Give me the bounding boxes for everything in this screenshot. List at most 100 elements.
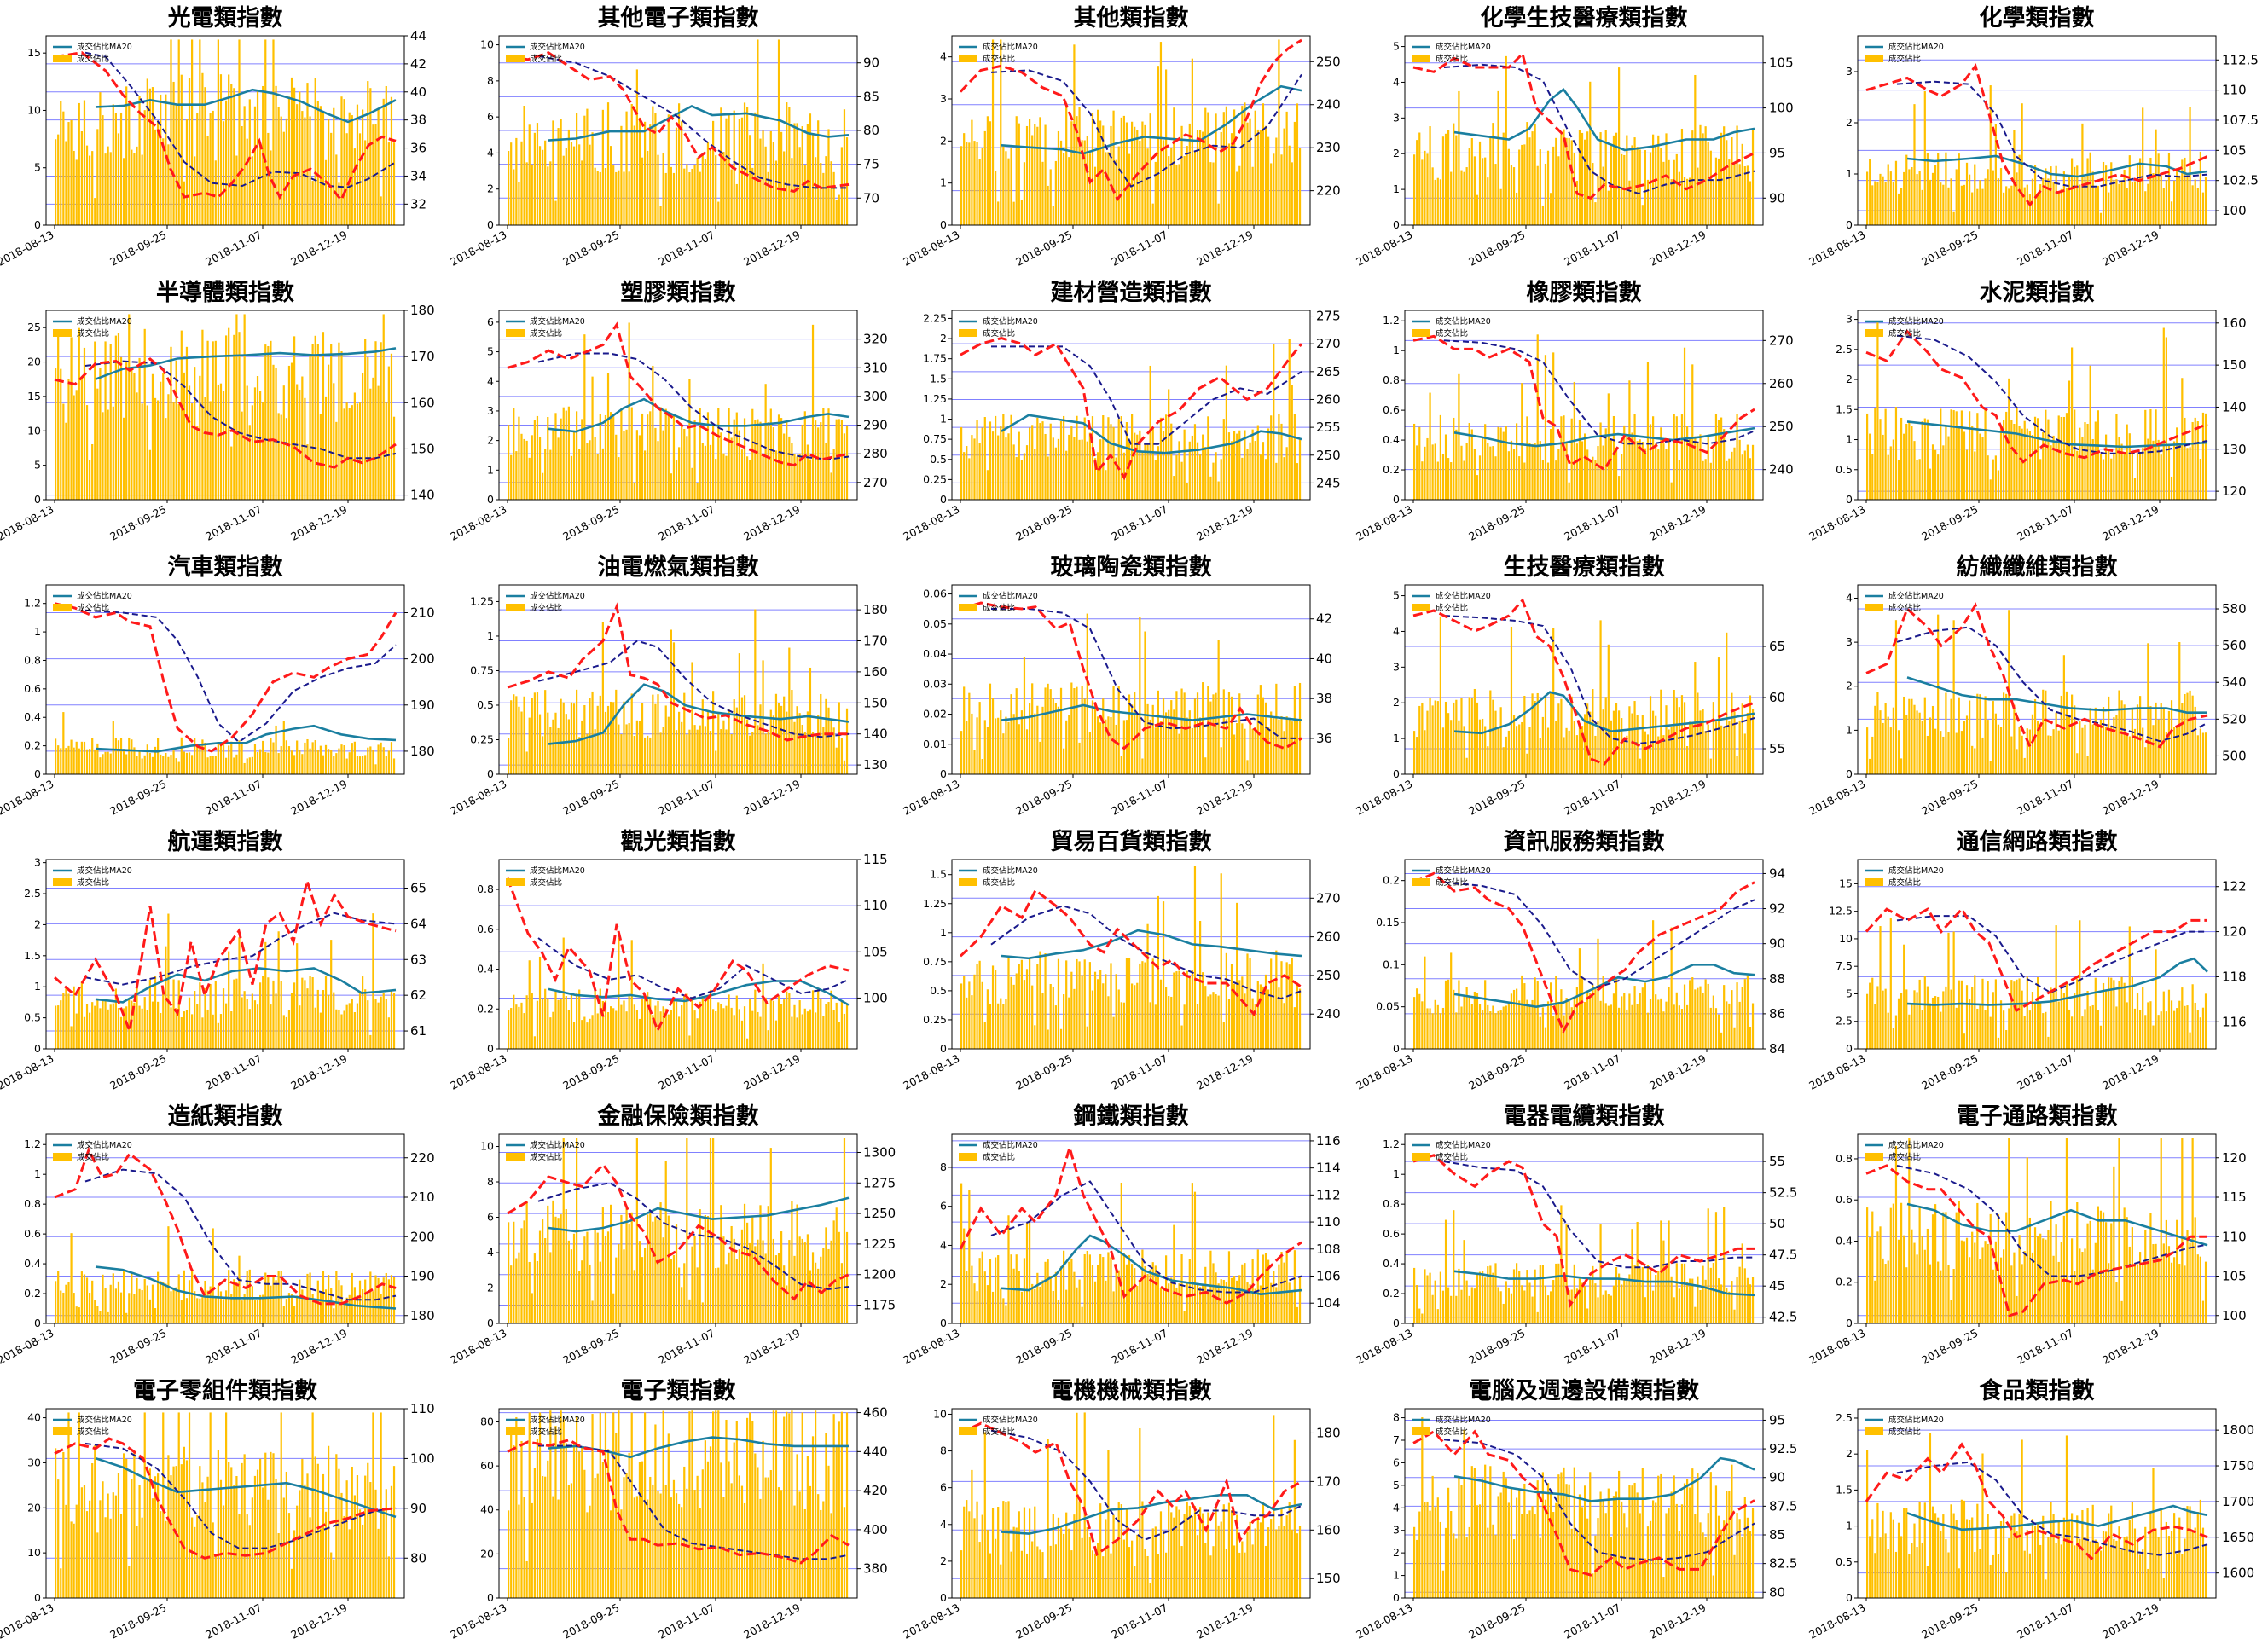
bar — [557, 1499, 560, 1598]
bar — [1476, 475, 1479, 500]
bar — [1662, 443, 1665, 500]
bar — [1183, 429, 1186, 500]
bar — [2047, 1230, 2050, 1323]
bar — [1141, 1249, 1144, 1323]
bar — [644, 737, 647, 774]
bar — [172, 1466, 175, 1598]
bar — [382, 98, 385, 226]
bar — [586, 733, 589, 774]
bar — [1526, 1270, 1528, 1323]
bar — [154, 397, 157, 500]
bar — [2170, 700, 2173, 774]
x-axis: 2018-08-13 2018-09-25 2018-11-07 2018-12-19 — [1807, 1049, 2161, 1092]
legend-bar-label: 成交佔比 — [1888, 328, 1921, 339]
bar — [285, 1299, 287, 1323]
bar — [1670, 927, 1673, 1049]
bar — [1278, 39, 1280, 225]
bar — [606, 102, 610, 226]
left-tick-label: 2 — [487, 1282, 494, 1294]
right-tick-label: 200 — [410, 1229, 435, 1244]
bar — [2123, 1207, 2126, 1323]
bar — [2120, 180, 2123, 225]
bar — [1212, 1263, 1215, 1323]
bar — [1215, 113, 1217, 225]
bar — [2118, 183, 2120, 225]
bar — [2152, 440, 2155, 500]
bar — [1505, 1005, 1507, 1049]
bar — [606, 1231, 610, 1323]
bar — [764, 1477, 767, 1598]
bar — [1733, 447, 1736, 500]
bar — [589, 1505, 591, 1598]
bar — [1125, 958, 1128, 1049]
legend-bar-swatch — [1412, 55, 1430, 62]
bar — [1073, 1514, 1076, 1598]
bar — [1220, 459, 1222, 500]
bar — [262, 976, 264, 1049]
bar — [973, 974, 976, 1049]
bar — [1288, 720, 1291, 774]
bar — [1128, 153, 1131, 225]
bar — [2084, 176, 2086, 225]
bar — [683, 1466, 686, 1598]
bar — [2184, 157, 2186, 225]
bar — [136, 756, 138, 774]
bar — [1931, 444, 1934, 500]
bar — [353, 1012, 356, 1049]
right-tick-label: 55 — [1769, 741, 1785, 756]
bar — [1992, 170, 1994, 225]
bar — [840, 1000, 843, 1049]
left-tick-label: 2.5 — [24, 887, 41, 900]
bar — [1212, 462, 1215, 500]
bar — [1945, 152, 1947, 225]
bar — [1487, 1266, 1489, 1323]
bar — [1473, 156, 1476, 225]
bar — [1955, 1007, 1958, 1049]
bar — [222, 988, 225, 1049]
bar — [1086, 1026, 1088, 1049]
bar — [1921, 1010, 1923, 1049]
bar — [1052, 987, 1054, 1049]
bar — [722, 1008, 725, 1049]
bar — [728, 408, 730, 500]
bar — [1731, 136, 1733, 225]
bar — [1731, 692, 1733, 774]
bar — [1170, 700, 1173, 774]
bar — [672, 642, 676, 774]
legend-bar-label: 成交佔比 — [1888, 54, 1921, 64]
bar — [1254, 441, 1256, 500]
bar — [2136, 164, 2139, 225]
bar — [552, 120, 554, 225]
bar — [228, 74, 230, 225]
bar — [83, 100, 86, 226]
bar — [238, 1255, 241, 1323]
bar — [743, 1203, 746, 1323]
bar — [1628, 993, 1631, 1049]
bar — [1997, 724, 2000, 774]
bar — [73, 747, 75, 774]
bar — [1631, 1004, 1633, 1049]
bar — [1560, 989, 1563, 1049]
bar — [820, 1509, 822, 1598]
x-tick-label: 2018-09-25 — [107, 1051, 168, 1091]
bar — [570, 1249, 573, 1323]
bar — [630, 104, 633, 225]
left-tick-label: 0.2 — [24, 739, 41, 752]
bar — [138, 1288, 141, 1323]
bar — [1018, 123, 1020, 225]
bar — [968, 142, 971, 225]
bar — [57, 1005, 60, 1049]
bar — [1918, 712, 1921, 774]
bar — [175, 1287, 177, 1323]
bar — [238, 332, 241, 500]
bar — [1034, 124, 1036, 225]
bar — [1526, 999, 1528, 1049]
bar — [681, 1004, 683, 1049]
bar — [1544, 163, 1547, 225]
left-tick-label: 1 — [34, 980, 41, 993]
bar — [2160, 703, 2162, 774]
bar — [1078, 439, 1081, 500]
bar — [109, 753, 112, 774]
